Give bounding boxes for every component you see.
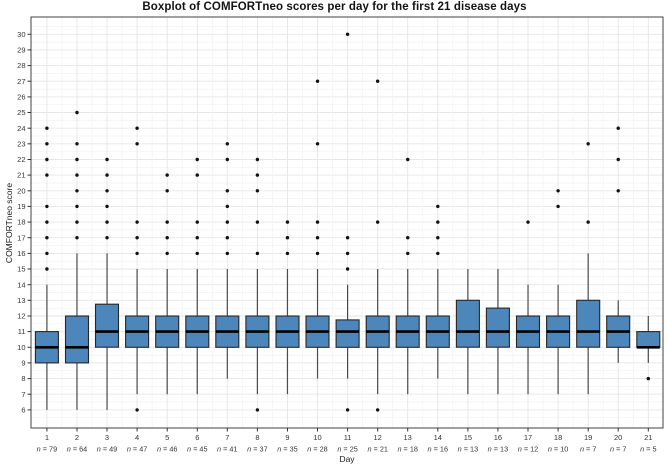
svg-text:15: 15 bbox=[17, 265, 25, 274]
svg-text:9: 9 bbox=[21, 359, 25, 368]
svg-text:n = 46: n = 46 bbox=[157, 445, 178, 454]
box-day-17 bbox=[515, 220, 541, 395]
svg-text:n = 25: n = 25 bbox=[337, 445, 358, 454]
svg-text:8: 8 bbox=[255, 433, 259, 442]
box-day-1 bbox=[34, 126, 59, 410]
box-day-10 bbox=[305, 79, 330, 379]
box-day-6 bbox=[185, 157, 210, 395]
svg-text:21: 21 bbox=[644, 433, 652, 442]
box-day-3 bbox=[94, 157, 120, 410]
svg-text:13: 13 bbox=[404, 433, 412, 442]
svg-text:n = 5: n = 5 bbox=[640, 445, 656, 454]
svg-text:27: 27 bbox=[17, 77, 25, 86]
svg-text:n = 10: n = 10 bbox=[548, 445, 569, 454]
svg-text:10: 10 bbox=[17, 343, 25, 352]
box-day-4 bbox=[125, 126, 150, 412]
svg-text:10: 10 bbox=[313, 433, 321, 442]
svg-text:7: 7 bbox=[21, 390, 25, 399]
svg-text:20: 20 bbox=[614, 433, 622, 442]
svg-text:24: 24 bbox=[17, 124, 25, 133]
svg-text:17: 17 bbox=[524, 433, 532, 442]
svg-text:12: 12 bbox=[374, 433, 382, 442]
svg-text:n = 45: n = 45 bbox=[187, 445, 208, 454]
box-day-21 bbox=[636, 316, 661, 381]
svg-text:28: 28 bbox=[17, 61, 25, 70]
box-day-18 bbox=[546, 189, 571, 395]
svg-text:19: 19 bbox=[584, 433, 592, 442]
box-day-12 bbox=[365, 79, 390, 412]
svg-text:5: 5 bbox=[165, 433, 169, 442]
box-day-2 bbox=[64, 110, 90, 410]
box-day-14 bbox=[425, 204, 450, 379]
svg-text:n = 13: n = 13 bbox=[458, 445, 479, 454]
svg-text:29: 29 bbox=[17, 46, 25, 55]
svg-text:n = 16: n = 16 bbox=[428, 445, 449, 454]
svg-text:15: 15 bbox=[464, 433, 472, 442]
svg-text:7: 7 bbox=[225, 433, 229, 442]
svg-text:8: 8 bbox=[21, 374, 25, 383]
svg-text:21: 21 bbox=[17, 171, 25, 180]
svg-text:n = 18: n = 18 bbox=[397, 445, 418, 454]
svg-text:17: 17 bbox=[17, 233, 25, 242]
svg-text:16: 16 bbox=[494, 433, 502, 442]
svg-text:3: 3 bbox=[105, 433, 109, 442]
svg-text:n = 7: n = 7 bbox=[610, 445, 626, 454]
svg-text:n = 35: n = 35 bbox=[277, 445, 298, 454]
svg-text:6: 6 bbox=[195, 433, 199, 442]
svg-text:18: 18 bbox=[554, 433, 562, 442]
svg-text:2: 2 bbox=[75, 433, 79, 442]
box-day-9 bbox=[275, 220, 300, 395]
svg-text:14: 14 bbox=[17, 280, 25, 289]
svg-text:n = 41: n = 41 bbox=[217, 445, 238, 454]
svg-text:6: 6 bbox=[21, 406, 25, 415]
svg-text:20: 20 bbox=[17, 186, 25, 195]
box-day-11 bbox=[335, 32, 360, 412]
svg-text:13: 13 bbox=[17, 296, 25, 305]
svg-text:19: 19 bbox=[17, 202, 25, 211]
svg-text:n = 47: n = 47 bbox=[127, 445, 148, 454]
svg-text:n = 49: n = 49 bbox=[97, 445, 118, 454]
box-day-7 bbox=[215, 142, 240, 379]
svg-text:9: 9 bbox=[285, 433, 289, 442]
svg-text:n = 37: n = 37 bbox=[247, 445, 268, 454]
svg-text:n = 21: n = 21 bbox=[367, 445, 388, 454]
svg-text:25: 25 bbox=[17, 108, 25, 117]
chart-title: Boxplot of COMFORTneo scores per day for… bbox=[142, 1, 527, 13]
svg-text:n = 28: n = 28 bbox=[307, 445, 328, 454]
box-day-20 bbox=[606, 126, 631, 363]
svg-text:16: 16 bbox=[17, 249, 25, 258]
svg-text:12: 12 bbox=[17, 312, 25, 321]
y-axis-ticks: 6 7 8 9 10 11 12 13 14 15 16 17 18 19 20 21 22 23 24 25 26 27… bbox=[17, 30, 31, 415]
svg-text:1: 1 bbox=[45, 433, 49, 442]
svg-text:23: 23 bbox=[17, 139, 25, 148]
svg-text:22: 22 bbox=[17, 155, 25, 164]
box-day-19 bbox=[576, 142, 601, 395]
box-day-5 bbox=[155, 173, 180, 395]
svg-text:n = 79: n = 79 bbox=[37, 445, 58, 454]
box-day-8 bbox=[245, 157, 270, 412]
svg-text:26: 26 bbox=[17, 93, 25, 102]
box-day-16 bbox=[485, 269, 510, 395]
svg-text:4: 4 bbox=[135, 433, 139, 442]
svg-text:n = 13: n = 13 bbox=[488, 445, 509, 454]
svg-text:11: 11 bbox=[18, 327, 26, 336]
y-axis-title: COMFORTneo score bbox=[4, 182, 14, 264]
box-day-15 bbox=[455, 269, 480, 395]
svg-text:n = 64: n = 64 bbox=[67, 445, 88, 454]
x-axis-title: Day bbox=[339, 454, 355, 464]
svg-text:11: 11 bbox=[344, 433, 352, 442]
box-day-13 bbox=[395, 157, 420, 395]
svg-text:n = 12: n = 12 bbox=[518, 445, 539, 454]
svg-text:30: 30 bbox=[17, 30, 25, 39]
svg-text:n = 7: n = 7 bbox=[580, 445, 596, 454]
svg-text:18: 18 bbox=[17, 218, 25, 227]
svg-text:14: 14 bbox=[434, 433, 442, 442]
